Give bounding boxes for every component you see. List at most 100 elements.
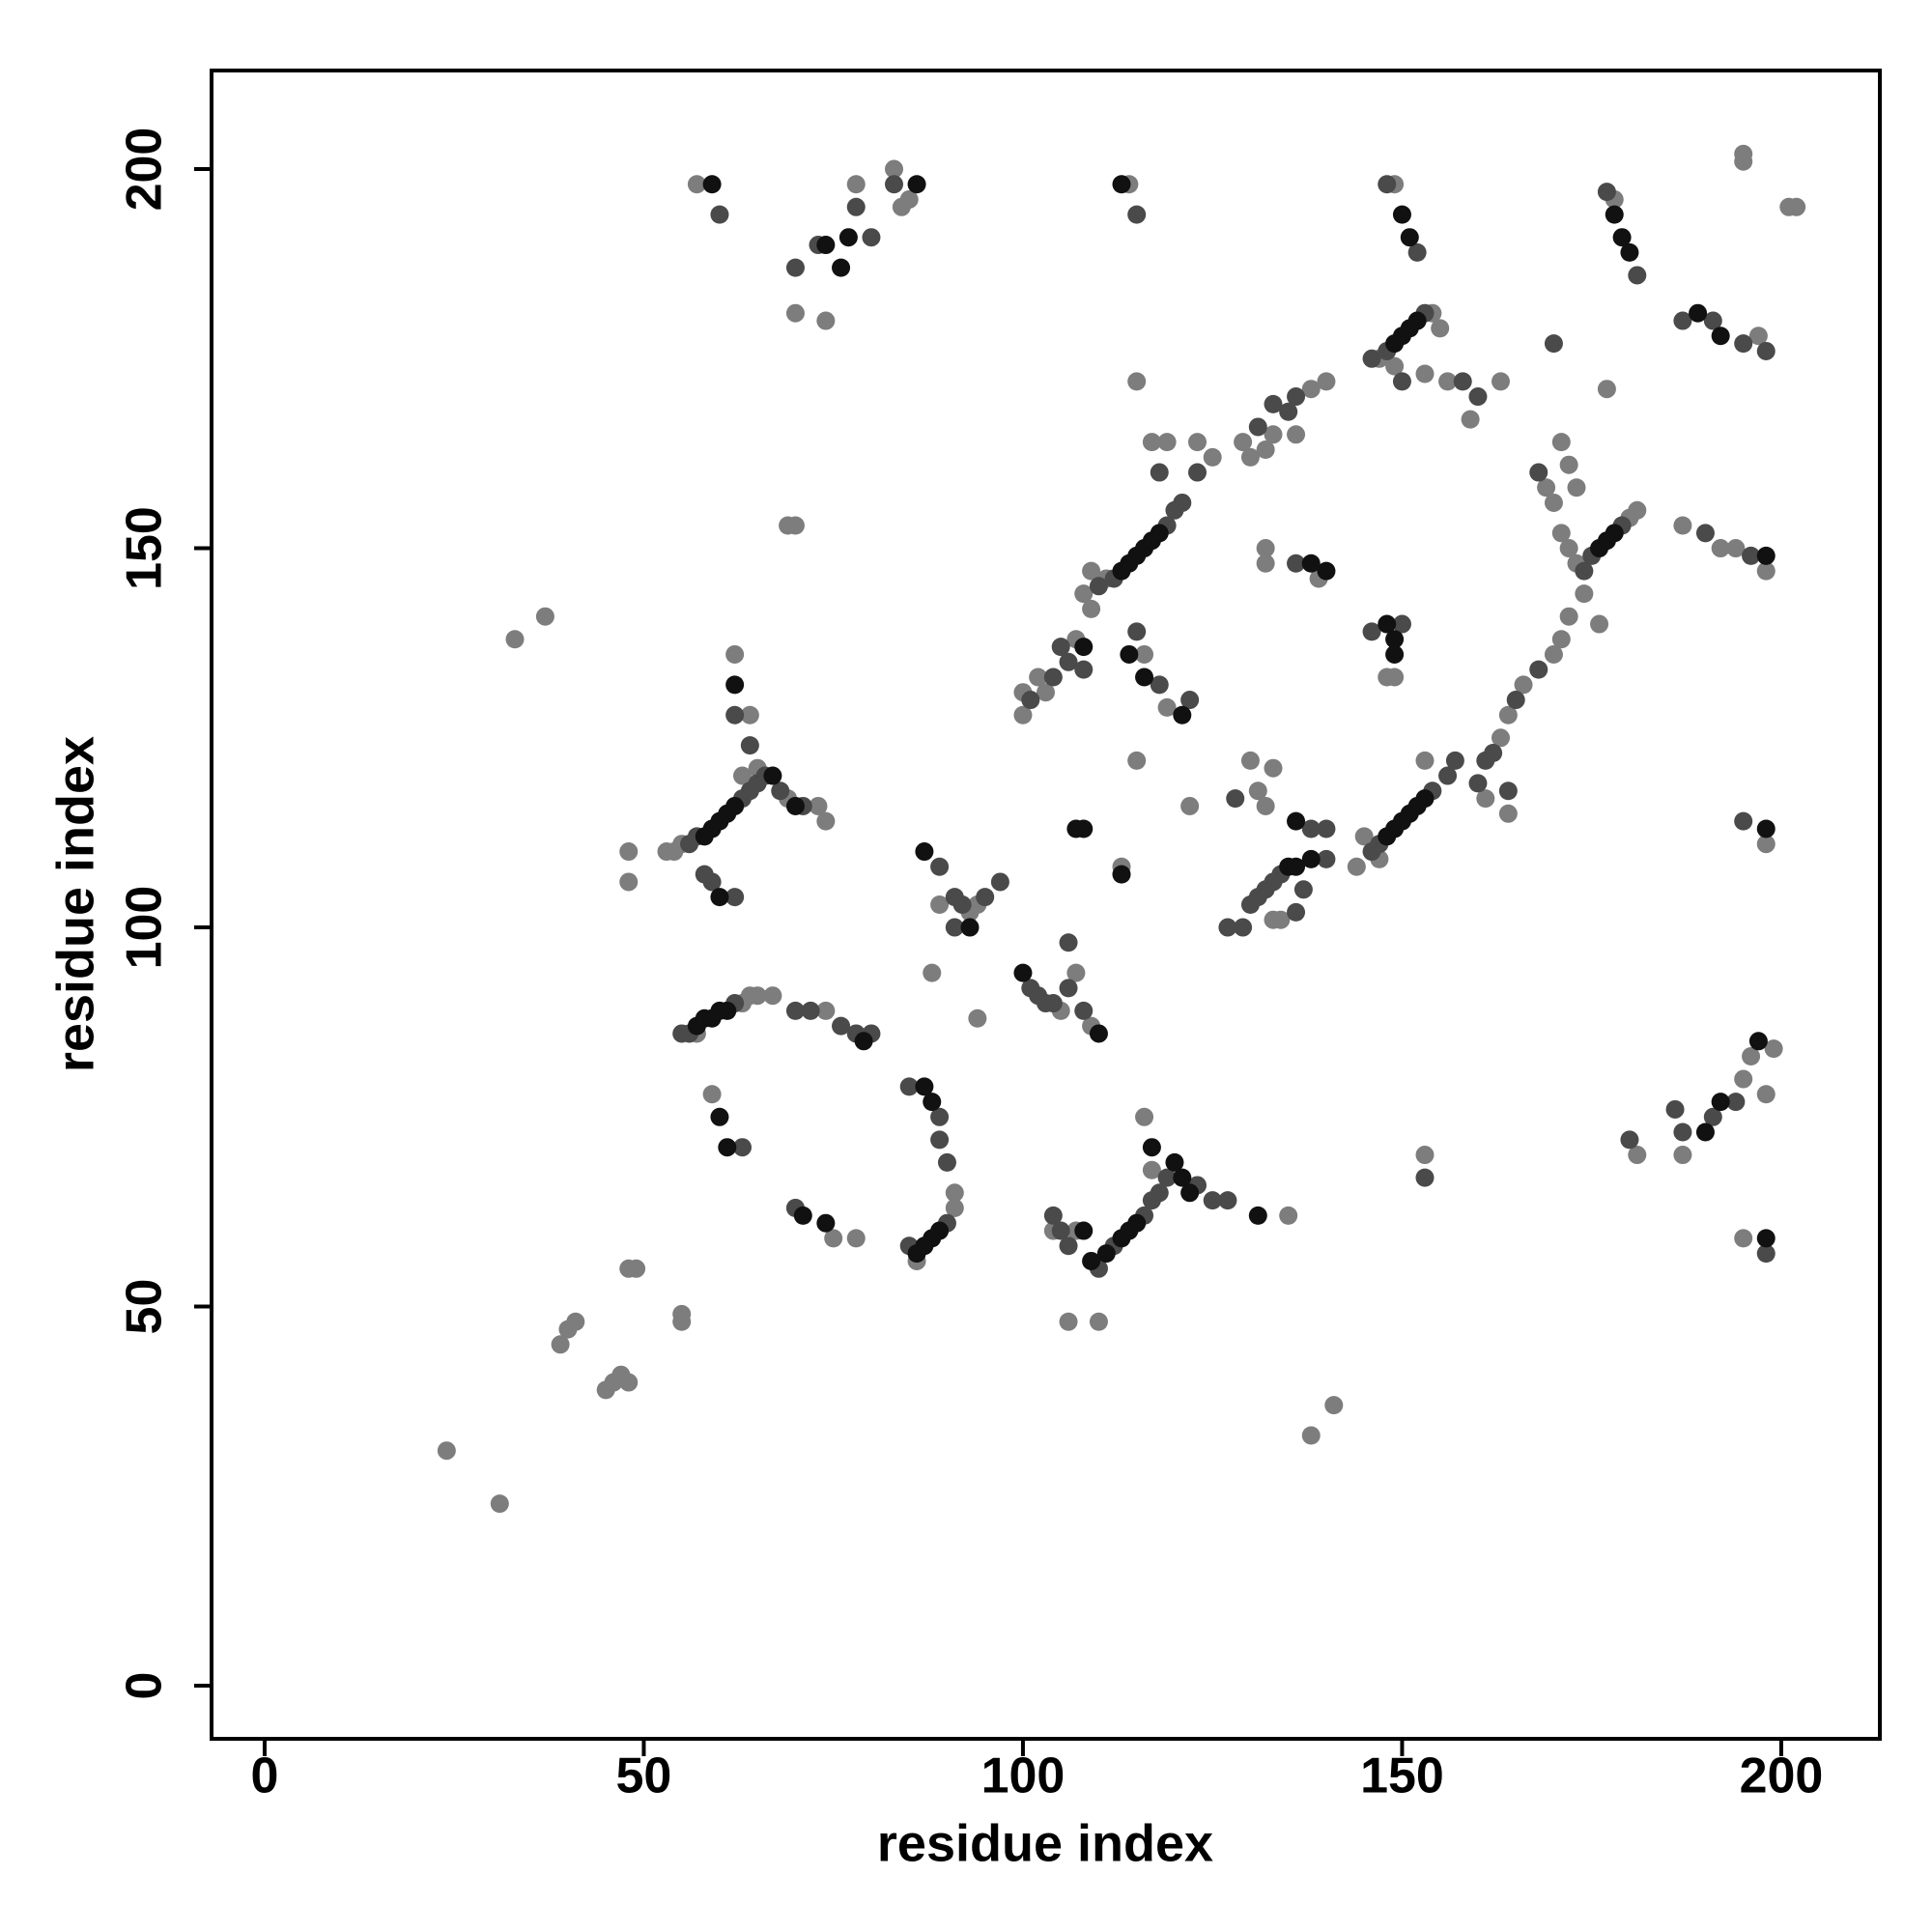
data-point xyxy=(899,1077,919,1096)
data-point xyxy=(1711,327,1730,346)
data-point xyxy=(1226,789,1245,809)
data-point xyxy=(1453,372,1472,391)
data-point xyxy=(1628,266,1647,285)
data-point xyxy=(1074,819,1094,838)
plot-points xyxy=(437,144,1806,1514)
data-point xyxy=(695,865,714,884)
data-point xyxy=(885,159,903,179)
data-point xyxy=(710,1107,729,1126)
data-point xyxy=(1135,644,1154,664)
data-point xyxy=(1287,554,1306,573)
data-point xyxy=(1043,668,1063,687)
data-point xyxy=(1287,902,1306,922)
data-point xyxy=(771,781,790,801)
data-point xyxy=(1537,478,1556,497)
data-point xyxy=(1317,849,1336,868)
data-point xyxy=(1150,1183,1169,1203)
data-point xyxy=(1142,1138,1161,1157)
data-point xyxy=(1248,781,1267,801)
data-point xyxy=(1112,865,1131,884)
data-point xyxy=(1673,311,1692,330)
data-point xyxy=(816,1001,836,1020)
data-point xyxy=(1695,524,1715,543)
data-point xyxy=(1415,1146,1435,1165)
data-point xyxy=(710,888,729,907)
data-point xyxy=(1150,463,1169,482)
data-point xyxy=(1142,433,1161,452)
data-point xyxy=(1385,630,1405,649)
data-point xyxy=(437,1441,456,1461)
data-point xyxy=(1021,691,1040,710)
y-tick-label: 50 xyxy=(117,1279,173,1335)
data-point xyxy=(627,1259,646,1278)
data-point xyxy=(1043,994,1063,1013)
data-point xyxy=(1279,402,1298,421)
data-point xyxy=(763,766,782,785)
data-point xyxy=(1173,705,1192,724)
data-point xyxy=(832,258,851,277)
data-point xyxy=(1506,691,1525,710)
data-point xyxy=(1415,364,1435,384)
data-point xyxy=(838,228,858,247)
data-point xyxy=(1301,1426,1321,1445)
data-point xyxy=(1498,781,1518,801)
data-point xyxy=(923,963,942,982)
data-point xyxy=(1400,228,1419,247)
data-point xyxy=(1551,433,1571,452)
data-point xyxy=(1029,668,1048,687)
data-point xyxy=(551,1335,570,1354)
data-point xyxy=(1218,1191,1237,1210)
data-point xyxy=(718,1001,737,1020)
data-point xyxy=(1271,910,1291,929)
data-point xyxy=(846,1229,866,1248)
data-point xyxy=(990,872,1009,892)
data-point xyxy=(490,1494,509,1514)
data-point xyxy=(1082,561,1101,581)
data-point xyxy=(1742,546,1761,565)
data-point xyxy=(976,888,995,907)
data-point xyxy=(672,1304,692,1323)
data-point xyxy=(1059,1312,1078,1331)
data-point xyxy=(1734,1069,1753,1089)
data-point xyxy=(1051,638,1070,657)
data-point xyxy=(1317,819,1336,838)
data-point xyxy=(566,1312,585,1331)
data-point xyxy=(816,311,836,330)
data-point xyxy=(1748,1032,1768,1051)
data-point xyxy=(1703,311,1722,330)
x-tick-label: 0 xyxy=(250,1748,278,1804)
data-point xyxy=(937,1152,956,1172)
data-point xyxy=(1392,372,1411,391)
data-point xyxy=(1150,524,1169,543)
data-point xyxy=(1756,341,1776,360)
data-point xyxy=(1431,319,1450,338)
data-point xyxy=(710,205,729,224)
data-point xyxy=(1059,652,1078,671)
data-point xyxy=(1559,539,1578,558)
data-point xyxy=(1779,197,1799,216)
data-point xyxy=(1037,683,1055,702)
data-point xyxy=(1711,1093,1730,1112)
data-point xyxy=(1203,447,1222,467)
data-point xyxy=(1256,796,1275,815)
data-point xyxy=(1279,1206,1298,1225)
data-point xyxy=(809,796,828,815)
data-point xyxy=(1301,554,1321,573)
data-point xyxy=(1492,728,1510,748)
data-point xyxy=(619,842,639,862)
data-point xyxy=(960,918,980,937)
data-point xyxy=(1378,175,1397,194)
data-point xyxy=(1127,622,1147,641)
data-point xyxy=(1013,963,1033,982)
data-point xyxy=(785,1001,805,1020)
data-point xyxy=(1127,1213,1147,1233)
data-point xyxy=(1173,493,1192,512)
y-axis-label: residue index xyxy=(46,736,104,1072)
data-point xyxy=(1043,1206,1063,1225)
data-point xyxy=(1726,1093,1746,1112)
data-point xyxy=(1438,766,1458,785)
data-point xyxy=(1734,811,1753,831)
data-point xyxy=(1498,705,1518,724)
data-point xyxy=(915,842,934,862)
data-point xyxy=(1074,1001,1094,1020)
